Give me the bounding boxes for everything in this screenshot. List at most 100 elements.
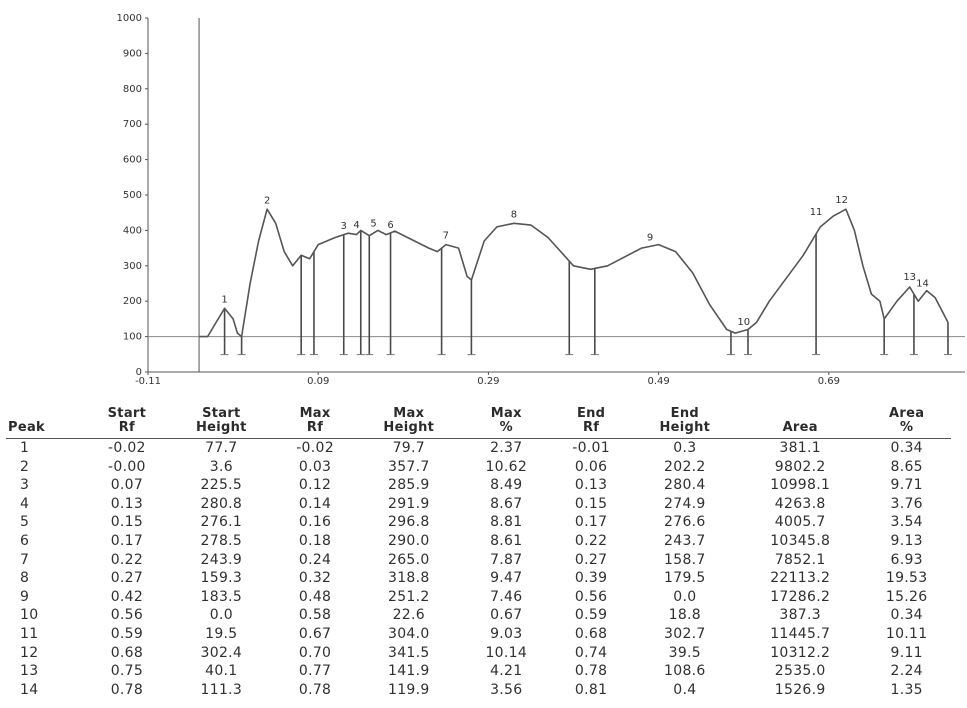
x-tick-label: -0.11	[135, 376, 161, 387]
table-cell: 159.3	[200, 570, 243, 587]
table-cell: 3.76	[890, 495, 923, 512]
table-cell: 3	[20, 477, 30, 494]
table-cell: 0.15	[574, 495, 608, 512]
table-cell: 10312.2	[770, 644, 831, 661]
table-cell: 0.39	[574, 570, 608, 587]
table-cell: 3.56	[490, 681, 523, 698]
table-cell: 280.8	[200, 495, 243, 512]
column-header-line1: Peak	[8, 420, 45, 435]
table-cell: 183.5	[200, 588, 243, 605]
table-cell: 0.13	[110, 495, 144, 512]
table-row: 3 0.07 225.5 0.12 285.9 8.49 0.13 280.4 10998.1 9…	[6, 476, 951, 495]
column-header-line1: Area	[889, 406, 925, 421]
table-cell: 5	[20, 514, 30, 531]
table-cell: 11	[20, 625, 39, 642]
table-cell: 8.81	[490, 514, 523, 531]
table-row: 5 0.15 276.1 0.16 296.8 8.81 0.17 276.6 4005.7 3.…	[6, 513, 951, 532]
table-cell: 4	[20, 495, 30, 512]
table-row: 14 0.78 111.3 0.78 119.9 3.56 0.81 0.4 1526.9 1.3…	[6, 681, 951, 700]
peak-number-label: 2	[264, 195, 270, 206]
table-cell: 0.58	[298, 607, 332, 624]
table-cell: 0.59	[574, 607, 608, 624]
table-cell: 4005.7	[774, 514, 826, 531]
column-header: End Rf	[550, 405, 632, 439]
table-cell: 0.78	[574, 663, 608, 680]
column-header-line1: Max	[393, 406, 425, 421]
y-tick-label: 900	[123, 48, 142, 59]
table-cell: 19.5	[205, 625, 238, 642]
column-header-line2: Height	[195, 420, 247, 435]
table-cell: 0.27	[110, 570, 144, 587]
table-cell: 19.53	[885, 570, 928, 587]
column-header: Max%	[461, 405, 551, 439]
table-cell: 9.11	[890, 644, 923, 661]
table-row: 11 0.59 19.5 0.67 304.0 9.03 0.68 302.7 11445.7 1…	[6, 625, 951, 644]
table-cell: 0.78	[298, 681, 332, 698]
table-cell: 1526.9	[774, 681, 826, 698]
densitometry-chart: 0 100 200 300 400 500 600 700 800 900 1000 -0.11 0.0…	[117, 13, 965, 387]
table-cell: 2	[20, 458, 30, 475]
x-tick-label: 0.69	[818, 376, 840, 387]
table-cell: 9.71	[890, 477, 923, 494]
table-cell: 0.13	[574, 477, 608, 494]
table-cell: 17286.2	[770, 588, 831, 605]
y-tick-label: 300	[123, 261, 142, 272]
table-cell: 0.67	[298, 625, 332, 642]
table-row: 10 0.56 0.0 0.58 22.6 0.67 0.59 18.8 387.3 0.34	[6, 606, 951, 625]
table-cell: 0.0	[673, 588, 697, 605]
table-cell: 10345.8	[770, 532, 831, 549]
table-cell: 108.6	[664, 663, 706, 680]
table-cell: 6.93	[890, 551, 923, 568]
y-tick-label: 1000	[117, 13, 142, 24]
table-body: 1 -0.02 77.7 -0.02 79.7 2.37 -0.01 0.3 381.1 0.34…	[6, 439, 951, 700]
table-cell: 0.32	[298, 570, 332, 587]
column-header: End Height	[631, 405, 739, 439]
table-cell: 0.17	[574, 514, 608, 531]
table-cell: -0.01	[572, 440, 610, 456]
peak-number-label: 10	[737, 317, 750, 328]
table-cell: 179.5	[664, 570, 706, 587]
table-cell: 9.47	[490, 570, 523, 587]
table-cell: 9.13	[890, 532, 923, 549]
table-cell: 6	[20, 532, 30, 549]
table-cell: 0.48	[298, 588, 332, 605]
table-cell: 381.1	[779, 440, 821, 456]
table-cell: 15.26	[885, 588, 928, 605]
column-header-line1: Start	[107, 406, 147, 421]
table-cell: 0.27	[574, 551, 608, 568]
table-cell: 304.0	[387, 625, 430, 642]
table-cell: 7.87	[490, 551, 523, 568]
table-cell: 0.17	[110, 532, 144, 549]
table-cell: 202.2	[664, 458, 706, 475]
table-cell: 0.14	[298, 495, 332, 512]
peak-number-label: 11	[810, 207, 823, 218]
table-cell: 265.0	[387, 551, 430, 568]
table-cell: 387.3	[779, 607, 821, 624]
x-tick-label: 0.09	[307, 376, 329, 387]
table-cell: 8.67	[490, 495, 523, 512]
table-cell: 0.22	[574, 532, 608, 549]
y-tick-label: 800	[123, 84, 142, 95]
table-cell: 318.8	[387, 570, 430, 587]
column-header-line2: Rf	[582, 420, 600, 435]
table-cell: 0.06	[574, 458, 608, 475]
column-header-line2: Height	[659, 420, 711, 435]
table-cell: 0.15	[110, 514, 144, 531]
table-cell: 1	[20, 440, 30, 456]
table-row: 9 0.42 183.5 0.48 251.2 7.46 0.56 0.0 17286.2 15.…	[6, 588, 951, 607]
table-cell: 10	[20, 607, 39, 624]
column-header-line1: Max	[299, 406, 331, 421]
column-header-line2: Rf	[118, 420, 136, 435]
column-header-line1: Max	[490, 406, 522, 421]
y-tick-label: 500	[123, 190, 142, 201]
table-cell: 79.7	[392, 440, 425, 456]
peak-number-label: 4	[353, 220, 359, 231]
table-cell: -0.02	[296, 440, 334, 456]
table-cell: 0.16	[298, 514, 332, 531]
column-header: Start Height	[168, 405, 275, 439]
table-cell: 10.11	[885, 625, 928, 642]
column-header: Max Height	[355, 405, 462, 439]
y-tick-label: 100	[123, 332, 142, 343]
table-cell: 0.34	[890, 607, 923, 624]
column-header: Peak	[6, 405, 86, 439]
